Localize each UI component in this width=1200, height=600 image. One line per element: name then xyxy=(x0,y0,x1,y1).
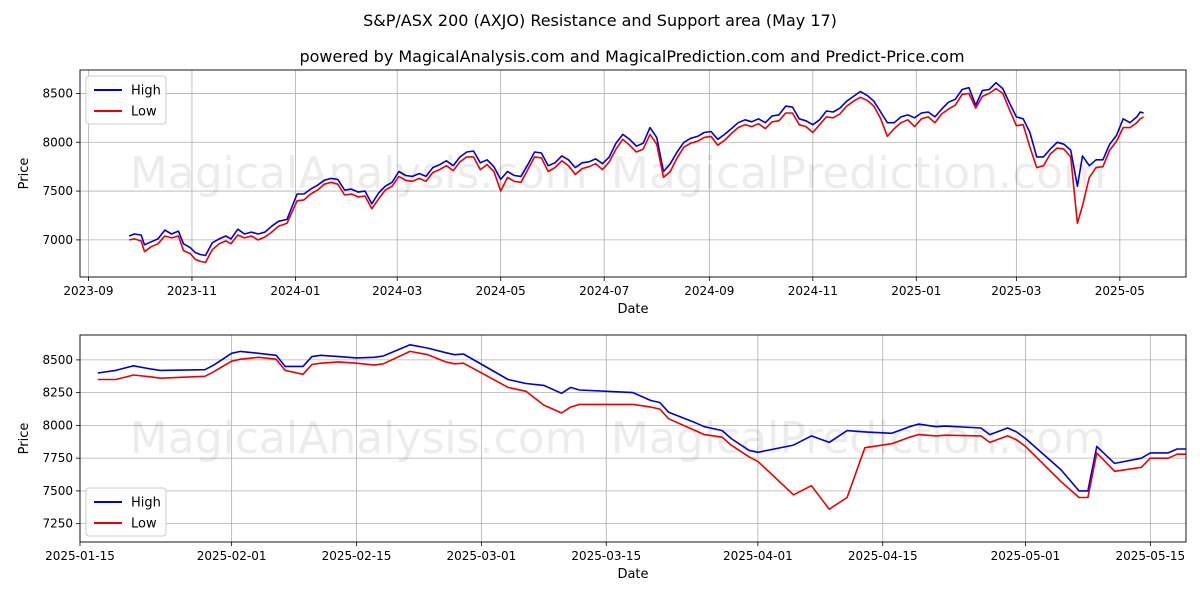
legend-label-low: Low xyxy=(131,105,157,120)
x-tick-label: 2024-07 xyxy=(579,284,629,298)
x-tick-label: 2025-01 xyxy=(891,284,941,298)
x-tick-label: 2025-05 xyxy=(1095,284,1145,298)
x-tick-label: 2024-03 xyxy=(372,284,422,298)
legend-label-high: High xyxy=(131,84,161,99)
series-line-low xyxy=(97,350,1186,510)
x-axis-label: Date xyxy=(617,302,648,317)
axes-frame xyxy=(79,334,1187,543)
top-panel: 2023-09 2023-11 2024-01 2024-03 2024-05 2024-… xyxy=(17,69,1187,317)
y-tick-label: 8000 xyxy=(42,135,73,149)
legend-label-high: High xyxy=(131,496,161,511)
x-tick-label: 2025-02-15 xyxy=(322,549,392,563)
x-tick-label: 2023-11 xyxy=(167,284,217,298)
x-tick-label: 2025-04-01 xyxy=(723,549,793,563)
y-axis-label: Price xyxy=(17,158,32,190)
chart-title: S&P/ASX 200 (AXJO) Resistance and Suppor… xyxy=(363,11,837,30)
x-tick-label: 2025-02-01 xyxy=(197,549,267,563)
x-tick-label: 2024-01 xyxy=(270,284,320,298)
x-tick-label: 2025-04-15 xyxy=(848,549,918,563)
legend: High Low xyxy=(85,487,167,537)
y-tick-label: 8500 xyxy=(42,86,73,100)
watermark: MagicalPrediction.com xyxy=(611,413,1106,464)
x-axis-label: Date xyxy=(617,567,648,582)
x-tick-label: 2024-05 xyxy=(476,284,526,298)
y-tick-label: 8500 xyxy=(42,353,73,367)
y-tick-label: 7500 xyxy=(42,184,73,198)
y-tick-label: 7000 xyxy=(42,233,73,247)
watermark: MagicalPrediction.com xyxy=(611,148,1106,199)
watermark: MagicalAnalysis.com xyxy=(130,413,588,464)
x-tick-label: 2025-03 xyxy=(991,284,1041,298)
y-tick-label: 8250 xyxy=(42,386,73,400)
y-axis-label: Price xyxy=(17,423,32,455)
x-tick-label: 2025-01-15 xyxy=(45,549,115,563)
series-line-high xyxy=(128,81,1144,257)
chart-subtitle: powered by MagicalAnalysis.com and Magic… xyxy=(299,47,964,66)
legend-label-low: Low xyxy=(131,517,157,532)
bottom-panel: 2025-01-15 2025-02-01 2025-02-15 2025-03-01… xyxy=(17,334,1187,582)
x-tick-label: 2025-03-01 xyxy=(446,549,516,563)
x-tick-label: 2025-05-15 xyxy=(1115,549,1185,563)
legend: High Low xyxy=(85,75,167,125)
series-line-high xyxy=(97,344,1186,492)
x-tick-label: 2025-03-15 xyxy=(571,549,641,563)
y-tick-label: 7250 xyxy=(42,517,73,531)
y-tick-label: 7750 xyxy=(42,451,73,465)
axes-frame xyxy=(79,69,1187,278)
series-group xyxy=(128,81,1144,264)
x-tick-label: 2025-05-01 xyxy=(991,549,1061,563)
x-tick-label: 2024-11 xyxy=(788,284,838,298)
x-tick-label: 2024-09 xyxy=(684,284,734,298)
x-tick-label: 2023-09 xyxy=(63,284,113,298)
series-line-low xyxy=(129,87,1144,264)
y-tick-label: 7500 xyxy=(42,484,73,498)
series-group xyxy=(97,344,1186,510)
y-tick-label: 8000 xyxy=(42,418,73,432)
